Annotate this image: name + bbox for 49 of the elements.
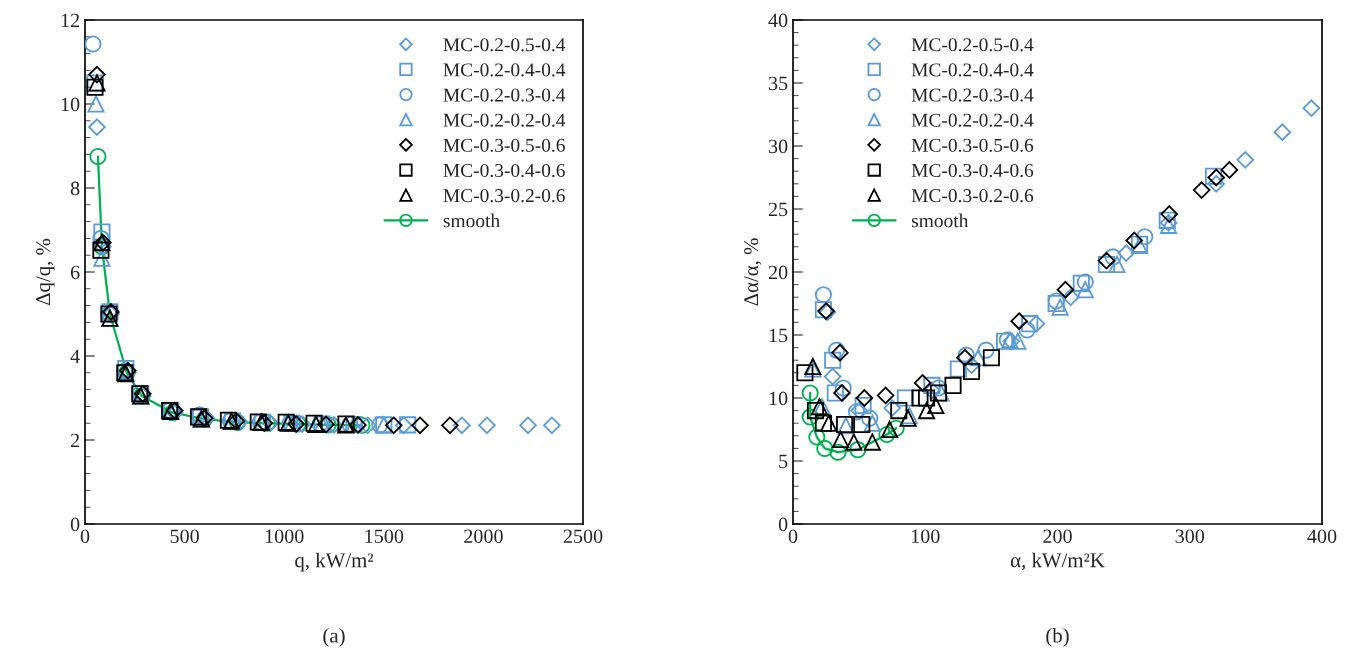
x-tick-label: 2500 (563, 529, 603, 544)
y-tick-label: 40 (768, 13, 788, 28)
y-tick-label: 25 (768, 202, 788, 217)
legend-label: MC-0.2-0.3-0.4 (911, 88, 1034, 102)
y-tick-label: 5 (779, 454, 788, 469)
legend-label: MC-0.2-0.3-0.4 (443, 88, 566, 102)
y-tick-label: 15 (769, 328, 788, 343)
x-tick-label: 100 (911, 529, 940, 544)
y-tick-label: 0 (70, 517, 80, 532)
legend-label: MC-0.3-0.2-0.6 (911, 189, 1034, 203)
y-axis-title: Δα/α, % (744, 238, 762, 306)
x-tick-label: 0 (788, 529, 798, 544)
y-tick-label: 10 (769, 391, 788, 406)
legend-label: MC-0.2-0.4-0.4 (911, 63, 1034, 77)
x-tick-label: 1500 (365, 529, 404, 544)
legend-label: MC-0.2-0.4-0.4 (443, 63, 566, 77)
y-tick-label: 30 (768, 139, 788, 154)
y-tick-label: 4 (70, 349, 80, 363)
legend-label: MC-0.3-0.5-0.6 (443, 138, 565, 152)
y-tick-label: 35 (768, 76, 788, 91)
x-tick-label: 2000 (464, 529, 503, 544)
x-tick-label: 500 (170, 529, 199, 544)
y-tick-label: 2 (70, 433, 80, 447)
x-axis-title: q, kW/m² (295, 552, 374, 572)
x-axis-title: α, kW/m²K (1010, 552, 1105, 571)
y-axis-title: Δq/q, % (36, 238, 55, 306)
legend-label: MC-0.2-0.5-0.4 (911, 38, 1034, 52)
y-tick-label: 6 (70, 265, 80, 280)
y-tick-label: 8 (70, 181, 80, 196)
text: (a) (323, 627, 345, 647)
y-tick-label: 10 (61, 97, 80, 112)
x-tick-label: 400 (1307, 529, 1337, 544)
legend-label: MC-0.2-0.2-0.4 (443, 113, 566, 127)
x-tick-label: 200 (1043, 529, 1072, 544)
legend-label: smooth (911, 213, 969, 228)
y-tick-label: 12 (61, 13, 80, 27)
legend-label: MC-0.3-0.2-0.6 (443, 189, 565, 203)
legend-label: smooth (443, 213, 500, 228)
text: (b) (1046, 627, 1069, 647)
legend-label: MC-0.3-0.4-0.6 (443, 163, 565, 178)
x-tick-label: 1000 (265, 529, 304, 544)
y-tick-label: 20 (768, 265, 788, 280)
legend-label: MC-0.3-0.4-0.6 (911, 163, 1034, 178)
legend-label: MC-0.2-0.2-0.4 (911, 113, 1034, 127)
x-tick-label: 0 (80, 529, 90, 544)
legend-label: MC-0.2-0.5-0.4 (443, 38, 566, 52)
x-tick-label: 300 (1175, 529, 1205, 544)
legend-label: MC-0.3-0.5-0.6 (911, 138, 1034, 152)
y-tick-label: 0 (778, 517, 788, 532)
